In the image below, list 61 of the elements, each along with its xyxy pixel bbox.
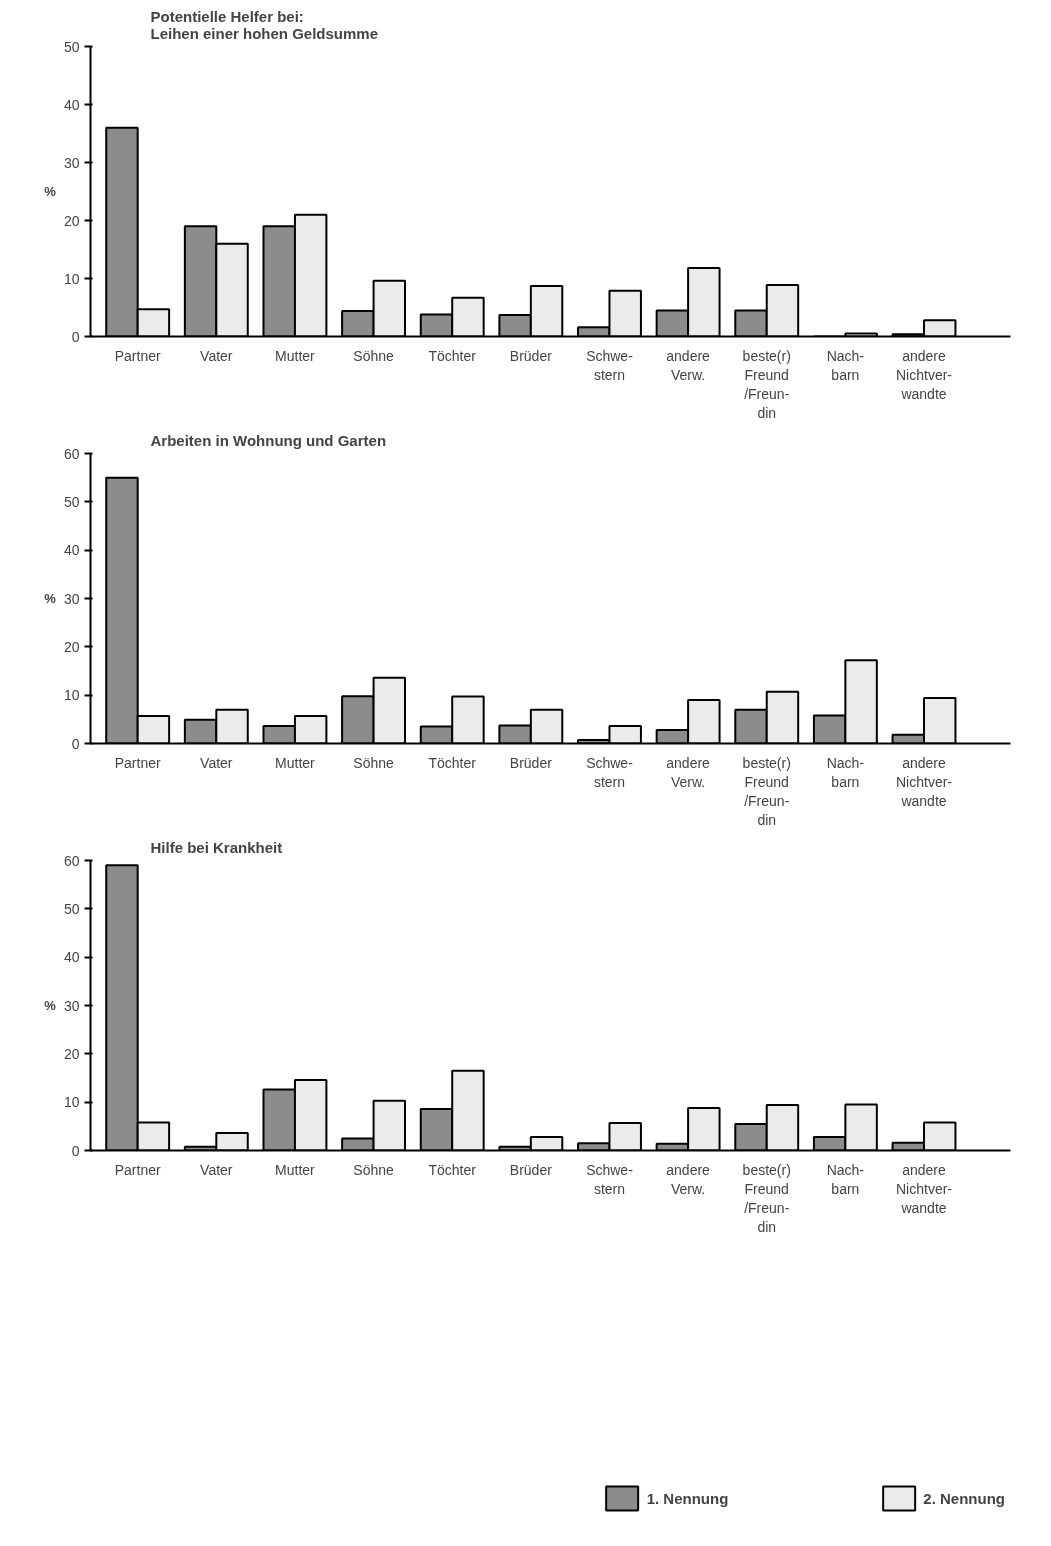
x-tick-label: beste(r) Freund /Freun- din — [742, 754, 791, 829]
y-tick-label: 0 — [71, 328, 80, 345]
y-tick-label: 50 — [63, 493, 80, 510]
x-tick-label: Brüder — [509, 754, 553, 771]
chart-title: Hilfe bei Krankheit — [150, 838, 283, 856]
chart-title: Arbeiten in Wohnung und Garten — [150, 431, 387, 449]
y-tick-label: 30 — [63, 590, 80, 607]
y-axis-title: % — [44, 184, 57, 199]
y-tick-label: 20 — [63, 638, 80, 655]
x-tick-label: beste(r) Freund /Freun- din — [742, 347, 791, 422]
x-tick-label: Schwe- stern — [586, 347, 634, 383]
y-tick-label: 10 — [63, 270, 80, 287]
y-tick-label: 10 — [63, 687, 80, 704]
y-tick-label: 50 — [63, 38, 80, 55]
x-tick-label: Töchter — [428, 754, 477, 771]
x-tick-label: Mutter — [275, 754, 316, 771]
x-tick-label: Töchter — [428, 347, 477, 364]
x-tick-label: Vater — [200, 347, 233, 364]
x-tick-label: Nach- barn — [826, 1161, 865, 1197]
x-tick-label: Töchter — [428, 1161, 477, 1178]
x-tick-label: Mutter — [275, 347, 316, 364]
y-tick-label: 10 — [63, 1094, 80, 1111]
x-tick-label: andere Verw. — [666, 754, 711, 790]
y-tick-label: 30 — [63, 997, 80, 1014]
x-tick-label: Vater — [200, 1161, 233, 1178]
y-tick-label: 20 — [63, 1045, 80, 1062]
legend-label: 2. Nennung — [923, 1489, 1005, 1507]
x-tick-label: Nach- barn — [826, 754, 865, 790]
x-tick-label: andere Nichtver- wandte — [896, 754, 953, 809]
y-tick-label: 20 — [63, 212, 80, 229]
x-tick-label: andere Nichtver- wandte — [896, 1161, 953, 1216]
x-tick-label: Brüder — [509, 347, 553, 364]
y-tick-label: 60 — [63, 852, 80, 869]
y-tick-label: 0 — [71, 1142, 80, 1159]
chart-title: Potentielle Helfer bei: Leihen einer hohen Geldsumme — [150, 7, 379, 42]
x-tick-label: Schwe- stern — [586, 754, 634, 790]
y-tick-label: 50 — [63, 900, 80, 917]
x-tick-label: Partner — [114, 754, 161, 771]
y-tick-label: 40 — [63, 542, 80, 559]
y-tick-label: 40 — [63, 96, 80, 113]
y-tick-label: 0 — [71, 735, 80, 752]
x-tick-label: Schwe- stern — [586, 1161, 634, 1197]
x-tick-label: Partner — [114, 1161, 161, 1178]
x-tick-label: andere Verw. — [666, 347, 711, 383]
x-tick-label: Vater — [200, 754, 233, 771]
y-tick-label: 30 — [63, 154, 80, 171]
y-tick-label: 60 — [63, 445, 80, 462]
x-tick-label: Söhne — [353, 1161, 395, 1178]
y-tick-label: 40 — [63, 949, 80, 966]
y-axis-title: % — [44, 591, 57, 606]
x-tick-label: Brüder — [509, 1161, 553, 1178]
x-tick-label: Söhne — [353, 347, 395, 364]
y-axis-title: % — [44, 998, 57, 1013]
x-tick-label: Nach- barn — [826, 347, 865, 383]
x-tick-label: andere Verw. — [666, 1161, 711, 1197]
x-tick-label: beste(r) Freund /Freun- din — [742, 1161, 791, 1236]
x-tick-label: Partner — [114, 347, 161, 364]
x-tick-label: Söhne — [353, 754, 395, 771]
x-tick-label: Mutter — [275, 1161, 316, 1178]
legend-label: 1. Nennung — [646, 1489, 729, 1507]
x-tick-label: andere Nichtver- wandte — [896, 347, 953, 402]
